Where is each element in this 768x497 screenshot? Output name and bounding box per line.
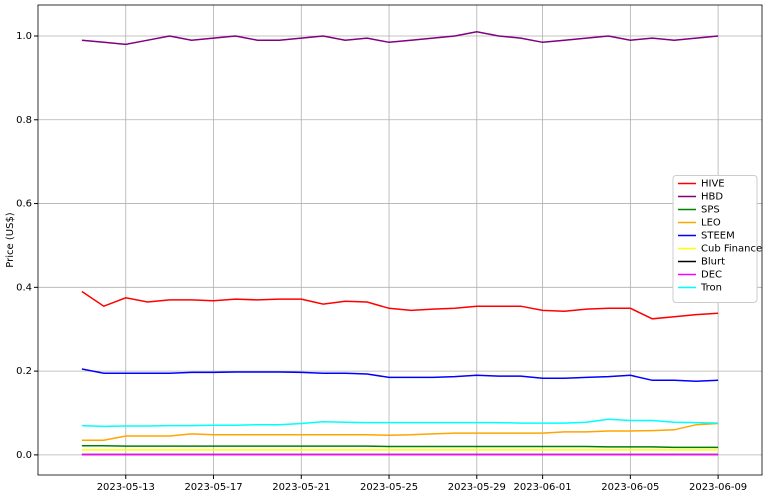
y-tick-label: 0.8 — [16, 115, 32, 126]
x-tick-label: 2023-05-21 — [272, 482, 330, 493]
legend-label: LEO — [701, 218, 721, 229]
series-line — [81, 422, 719, 441]
legend-box — [672, 175, 758, 303]
y-tick-label: 0.6 — [16, 199, 32, 210]
series-line — [81, 290, 719, 320]
y-tick-label: 1.0 — [16, 31, 32, 42]
series-line — [81, 368, 719, 382]
x-tick-label: 2023-06-01 — [514, 482, 572, 493]
plot-frame — [37, 4, 763, 476]
legend-label: HBD — [701, 192, 723, 203]
x-tick-label: 2023-06-05 — [601, 482, 659, 493]
y-tick-label: 0.2 — [16, 366, 32, 377]
series-line — [81, 418, 719, 428]
legend-label: HIVE — [701, 179, 725, 190]
legend-label: Cub Finance — [701, 244, 762, 255]
x-tick-label: 2023-05-29 — [448, 482, 506, 493]
legend-label: DEC — [701, 270, 722, 281]
x-tick-label: 2023-05-17 — [184, 482, 242, 493]
x-tick-label: 2023-06-09 — [689, 482, 747, 493]
legend-label: STEEM — [701, 231, 735, 242]
legend-label: Blurt — [701, 257, 725, 268]
x-tick-label: 2023-05-13 — [97, 482, 155, 493]
series-line — [81, 444, 719, 449]
x-tick-label: 2023-05-25 — [360, 482, 418, 493]
y-tick-label: 0.4 — [16, 282, 32, 293]
y-tick-label: 0.0 — [16, 450, 32, 461]
legend-label: SPS — [701, 205, 720, 216]
series-line — [81, 31, 719, 46]
legend-label: Tron — [700, 283, 722, 294]
y-axis-label: Price (US$) — [5, 212, 16, 268]
